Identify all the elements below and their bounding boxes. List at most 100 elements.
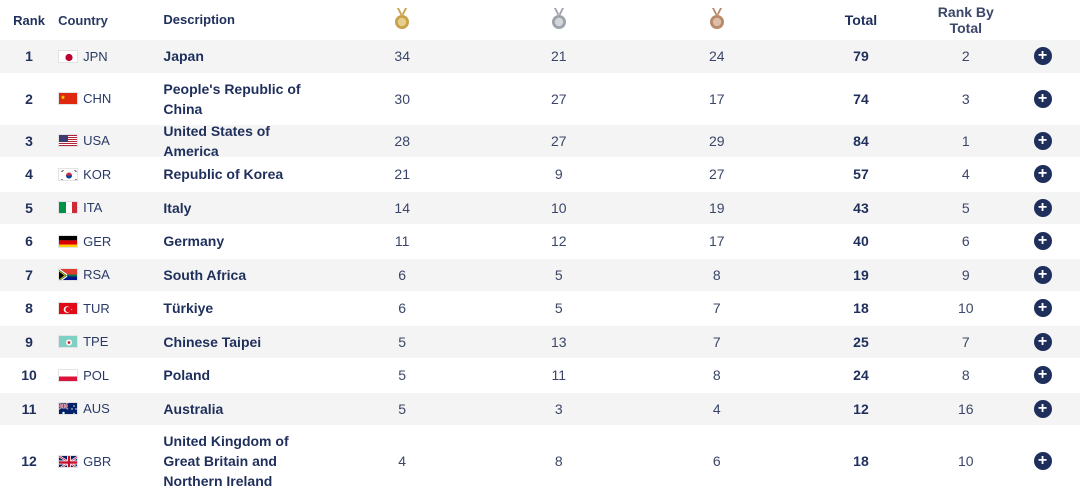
header-description[interactable]: Description — [163, 12, 235, 27]
table-header: Rank Country Description Total — [0, 0, 1080, 40]
total-count: 79 — [853, 48, 869, 65]
rank-cell: 4 — [25, 166, 33, 183]
total-count: 19 — [853, 266, 869, 283]
country-description[interactable]: People's Republic of China — [163, 80, 301, 117]
plus-circle-icon[interactable]: + — [1033, 452, 1052, 470]
china-flag-icon — [58, 92, 79, 105]
table-row[interactable]: 2 CHN People's Republic of China 30 27 1… — [0, 74, 1080, 125]
great-britain-flag-icon — [58, 454, 79, 468]
plus-circle-icon[interactable]: + — [1033, 165, 1052, 184]
bronze-count: 8 — [712, 367, 721, 384]
table-row[interactable]: 9 TPE Chinese Taipei 5 13 7 25 7 + — [0, 325, 1080, 359]
header-gold[interactable] — [325, 7, 480, 33]
table-row[interactable]: 12 GBR United Kingdom of Great Britain a… — [0, 426, 1080, 497]
plus-circle-icon[interactable]: + — [1033, 299, 1052, 318]
rank-cell: 1 — [25, 48, 33, 65]
country-description[interactable]: United States of America — [163, 122, 270, 159]
gold-count: 5 — [398, 367, 407, 384]
header-rank[interactable]: Rank — [13, 12, 45, 28]
country-cell: POL — [58, 368, 163, 383]
rank-by-total: 2 — [961, 48, 970, 65]
plus-circle-icon[interactable]: + — [1033, 366, 1052, 385]
rank-cell: 7 — [25, 266, 33, 283]
total-count: 84 — [853, 132, 869, 149]
gold-count: 5 — [398, 400, 407, 417]
rank-cell: 9 — [25, 333, 33, 350]
country-description[interactable]: Australia — [163, 400, 224, 417]
germany-flag-icon — [58, 234, 79, 248]
table-row[interactable]: 4 KOR Republic of Korea 21 9 27 57 4 + — [0, 158, 1080, 192]
table-row[interactable]: 11 AUS Australia 5 3 4 12 16 + — [0, 392, 1080, 426]
country-cell: AUS — [58, 401, 163, 416]
bronze-count: 4 — [712, 400, 721, 417]
silver-count: 21 — [550, 48, 567, 65]
bronze-count: 19 — [708, 199, 725, 216]
total-count: 43 — [853, 199, 869, 216]
rank-cell: 8 — [25, 300, 33, 317]
rank-cell: 3 — [25, 132, 33, 149]
gold-count: 11 — [394, 233, 410, 250]
total-count: 40 — [853, 233, 869, 250]
table-row[interactable]: 7 RSA South Africa 6 5 8 19 9 + — [0, 258, 1080, 292]
italy-flag-icon — [58, 201, 79, 215]
header-country[interactable]: Country — [58, 12, 108, 28]
bronze-medal-icon — [709, 7, 724, 29]
header-rank-by-total[interactable]: Rank By Total — [937, 4, 994, 36]
header-bronze[interactable] — [638, 7, 796, 33]
country-description[interactable]: Italy — [163, 199, 192, 216]
country-description[interactable]: Poland — [163, 367, 211, 384]
table-row[interactable]: 8 TUR Türkiye 6 5 7 18 10 + — [0, 292, 1080, 326]
gold-count: 4 — [398, 453, 407, 469]
plus-circle-icon[interactable]: + — [1033, 232, 1052, 251]
table-row[interactable]: 1 JPN Japan 34 21 24 79 2 + — [0, 40, 1080, 74]
plus-circle-icon[interactable]: + — [1033, 131, 1052, 150]
plus-circle-icon[interactable]: + — [1033, 89, 1052, 108]
country-cell: USA — [58, 133, 163, 148]
rank-by-total: 16 — [958, 400, 974, 417]
gold-count: 28 — [394, 132, 410, 149]
plus-circle-icon[interactable]: + — [1033, 198, 1052, 217]
australia-flag-icon — [58, 402, 79, 416]
country-description[interactable]: South Africa — [163, 266, 247, 283]
table-row[interactable]: 3 USA United States of America 28 27 29 … — [0, 123, 1080, 159]
total-count: 25 — [853, 333, 869, 350]
rank-by-total: 4 — [961, 166, 970, 183]
country-cell: TUR — [58, 301, 163, 316]
country-description[interactable]: Türkiye — [163, 300, 214, 317]
rank-cell: 5 — [25, 199, 33, 216]
country-code: ITA — [83, 200, 103, 216]
plus-circle-icon[interactable]: + — [1033, 265, 1052, 284]
country-code: USA — [83, 133, 110, 149]
table-row[interactable]: 5 ITA Italy 14 10 19 43 5 + — [0, 191, 1080, 225]
total-count: 12 — [853, 400, 869, 417]
rank-cell: 6 — [25, 233, 33, 250]
country-description[interactable]: Germany — [163, 233, 225, 250]
gold-count: 5 — [398, 333, 407, 350]
silver-count: 9 — [554, 166, 563, 183]
gold-count: 14 — [394, 199, 410, 216]
plus-circle-icon[interactable]: + — [1033, 332, 1052, 351]
table-row[interactable]: 6 GER Germany 11 12 17 40 6 + — [0, 225, 1080, 259]
country-description[interactable]: Chinese Taipei — [163, 333, 262, 350]
japan-flag-icon — [58, 49, 79, 63]
country-description[interactable]: Japan — [163, 48, 204, 65]
country-description[interactable]: United Kingdom of Great Britain and Nort… — [163, 433, 289, 489]
bronze-count: 27 — [708, 166, 725, 183]
table-row[interactable]: 10 POL Poland 5 11 8 24 8 + — [0, 359, 1080, 393]
korea-flag-icon — [58, 167, 79, 181]
country-cell: RSA — [58, 267, 163, 282]
country-code: AUS — [83, 401, 110, 417]
rank-cell: 11 — [21, 400, 37, 417]
country-description[interactable]: Republic of Korea — [163, 166, 284, 183]
header-silver[interactable] — [479, 7, 638, 33]
expand-cell: + — [1005, 399, 1080, 418]
bronze-count: 17 — [708, 233, 725, 250]
country-cell: TPE — [58, 334, 163, 349]
rank-by-total: 7 — [961, 333, 970, 350]
header-total[interactable]: Total — [844, 12, 878, 28]
country-cell: GBR — [58, 454, 163, 469]
plus-circle-icon[interactable]: + — [1033, 399, 1052, 418]
plus-circle-icon[interactable]: + — [1033, 47, 1052, 66]
poland-flag-icon — [58, 368, 79, 382]
